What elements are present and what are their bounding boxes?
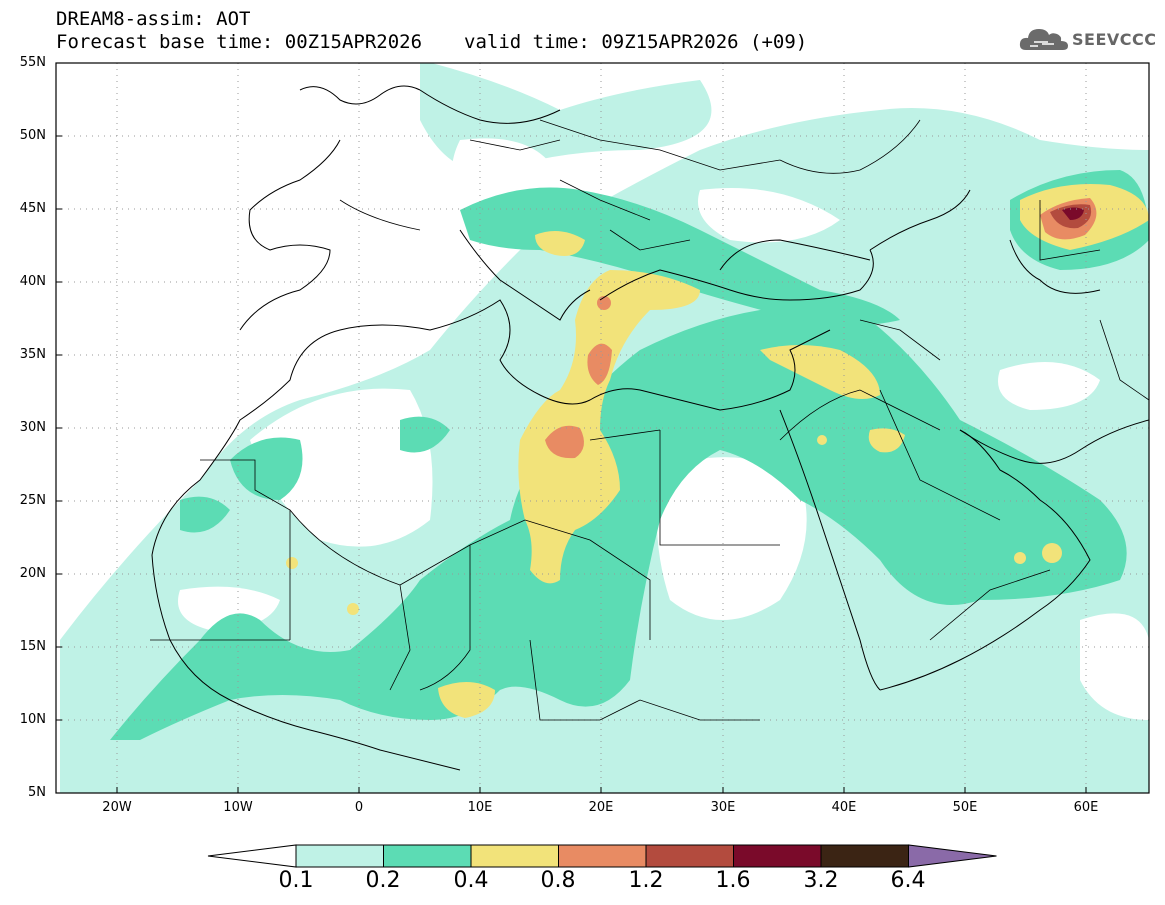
lon-label: 10E	[467, 800, 493, 815]
colorbar-label: 0.2	[365, 868, 401, 893]
colorbar-label: 0.1	[278, 868, 314, 893]
colorbar-label: 0.8	[540, 868, 576, 893]
base-time-label: Forecast base time: 00Z15APR2026	[56, 31, 423, 53]
chart-title: DREAM8-assim: AOT	[56, 8, 251, 30]
colorbar-label: 0.4	[453, 868, 489, 893]
colorbar-label: 6.4	[890, 868, 926, 893]
lon-label: 20W	[102, 800, 132, 815]
lon-label: 10W	[223, 800, 253, 815]
lat-label: 50N	[19, 128, 46, 143]
lat-label: 30N	[19, 420, 46, 435]
lat-label: 15N	[19, 639, 46, 654]
colorbar-label: 1.2	[628, 868, 664, 893]
lon-label: 60E	[1073, 800, 1099, 815]
aot-field	[56, 63, 1149, 793]
lat-label: 25N	[19, 493, 46, 508]
colorbar-label: 1.6	[715, 868, 751, 893]
coastlines	[151, 85, 1149, 771]
lon-label: 40E	[831, 800, 857, 815]
aot-band-1.6	[1062, 207, 1084, 220]
lat-label: 35N	[19, 347, 46, 362]
forecast-times: Forecast base time: 00Z15APR2026 valid ti…	[56, 31, 807, 53]
lat-label: 5N	[28, 785, 46, 800]
country-borders	[150, 119, 1149, 721]
lat-label: 10N	[19, 712, 46, 727]
lon-label: 50E	[952, 800, 978, 815]
colorbar-label: 3.2	[803, 868, 839, 893]
lon-label: 0	[354, 800, 364, 815]
lat-label: 45N	[19, 201, 46, 216]
logo-text: SEEVCCC	[1072, 29, 1157, 49]
lat-label: 20N	[19, 566, 46, 581]
lon-label: 30E	[710, 800, 736, 815]
lon-label: 20E	[588, 800, 614, 815]
valid-time-label: valid time: 09Z15APR2026 (+09)	[464, 31, 808, 53]
cloud-logo-icon	[1019, 29, 1068, 50]
seevccc-logo: SEEVCCC	[1018, 22, 1157, 56]
axis-ticks	[56, 135, 1087, 793]
map-grid	[56, 63, 1149, 793]
lat-label: 55N	[19, 55, 46, 70]
lat-label: 40N	[19, 274, 46, 289]
